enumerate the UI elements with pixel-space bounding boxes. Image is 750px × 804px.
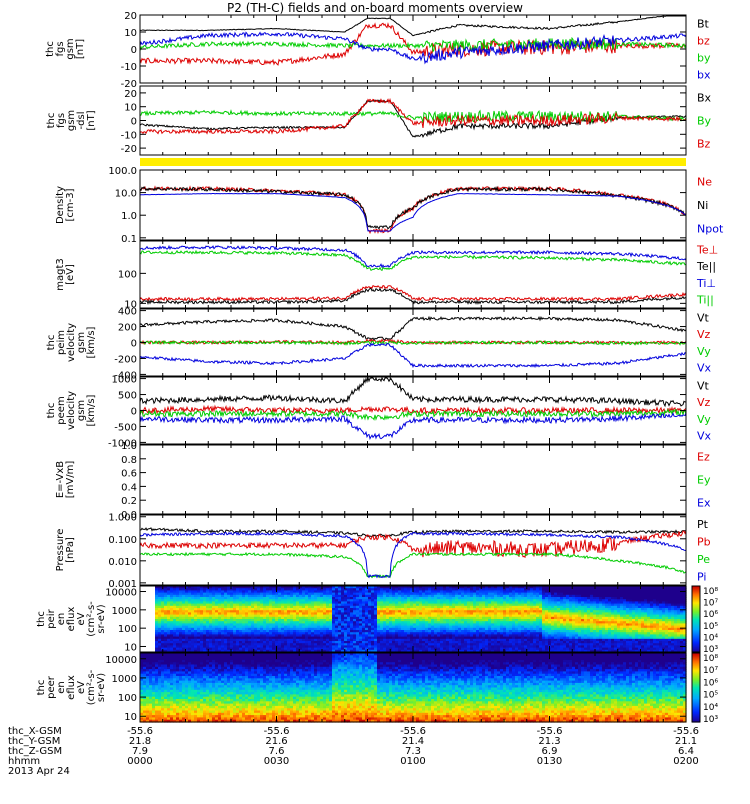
y-tick-label: 0.4 [121,482,137,493]
legend-entry: Vx [697,362,712,375]
y-tick-label: 100.0 [108,166,137,177]
legend-entry: Pe [697,553,710,566]
legend-entry: Vy [697,345,711,358]
series-line [140,289,686,304]
y-tick-label: 10.0 [115,189,137,200]
legend-entry: Te⊥ [696,243,718,256]
legend-entry: Bx [697,92,712,105]
series-line [140,344,686,368]
y-tick-label: 0.8 [121,455,137,466]
series-line [140,193,686,231]
y-tick-label: 10 [124,28,137,39]
series-line [140,246,686,267]
y-tick-label: 0.6 [121,469,137,480]
y-tick-label: 100 [118,269,137,280]
legend-entry: Ti|| [696,294,714,307]
y-axis-label: [km/s] [86,326,97,358]
y-tick-label: -200 [114,354,137,365]
y-tick-label: -500 [114,422,137,433]
y-tick-label: 500 [118,391,137,402]
y-tick-label: 0.1 [121,234,137,245]
y-tick-label: 0 [131,407,137,418]
legend-entry: Ne [697,176,712,189]
y-tick-label: -10 [121,62,137,73]
legend-entry: Vt [697,379,710,392]
legend-entry: Bt [697,18,710,31]
legend-entry: Ti⊥ [696,277,716,290]
series-line [140,38,686,51]
y-tick-label: 0 [131,45,137,56]
y-tick-label: 10 [124,103,137,114]
legend-entry: Te|| [696,260,716,273]
legend-entry: Vx [697,430,712,443]
y-tick-label: 1.0 [121,211,137,222]
panel-frame [140,241,686,308]
series-line [140,553,686,578]
y-tick-label: 0 [131,339,137,350]
y-tick-label: 1.000 [108,513,137,524]
figure-title: P2 (TH-C) fields and on-board moments ov… [227,1,523,15]
mode-bar-fill [140,158,686,166]
y-axis-label: [cm-3] [65,188,76,221]
series-line [140,317,686,340]
panel-frame [140,170,686,240]
legend-entry: Ex [697,497,711,510]
y-tick-label: -20 [121,144,137,155]
y-tick-label: 400 [118,307,137,318]
legend-entry: Vz [697,328,711,341]
mode-bar [140,158,686,166]
y-axis-label: [eV] [65,264,76,285]
panel-pressure: 1.0000.1000.0100.001Pressure[nPa]PtPbPeP… [55,513,711,590]
series-line [140,532,686,577]
y-tick-label: -10 [121,130,137,141]
y-tick-label: 0.100 [108,535,137,546]
legend-entry: Vy [697,413,711,426]
panel-frame [140,445,686,514]
y-tick-label: 0 [131,117,137,128]
y-tick-label: 1000 [112,375,137,386]
legend-entry: Ez [697,451,710,464]
legend-entry: Ey [697,474,711,487]
y-tick-label: 200 [118,323,137,334]
legend-entry: Ni [697,199,708,212]
series-line [140,32,686,63]
legend-entry: bz [697,35,710,48]
y-axis-label: [nPa] [65,537,76,563]
y-tick-label: 1.0 [121,441,137,452]
series-line [140,413,686,439]
y-axis-label: [nT] [86,110,97,130]
legend-entry: Pi [697,570,706,583]
legend-entry: Pt [697,518,709,531]
y-tick-label: 20 [124,11,137,22]
legend-entry: Npot [697,222,724,235]
legend-entry: Vz [697,396,711,409]
y-axis-label: [km/s] [86,394,97,426]
y-axis-label: [mV/m] [65,461,76,499]
y-tick-label: 0.2 [121,496,137,507]
legend-entry: Pb [697,535,711,548]
legend-entry: Bz [697,138,711,151]
legend-entry: bx [697,69,711,82]
legend-entry: by [697,52,711,65]
legend-entry: Vt [697,311,710,324]
y-tick-label: 20 [124,89,137,100]
panel-frame [140,15,686,83]
y-tick-label: 0.010 [108,557,137,568]
series-line [140,286,686,301]
y-axis-label: [nT] [75,39,86,59]
legend-entry: By [697,115,712,128]
